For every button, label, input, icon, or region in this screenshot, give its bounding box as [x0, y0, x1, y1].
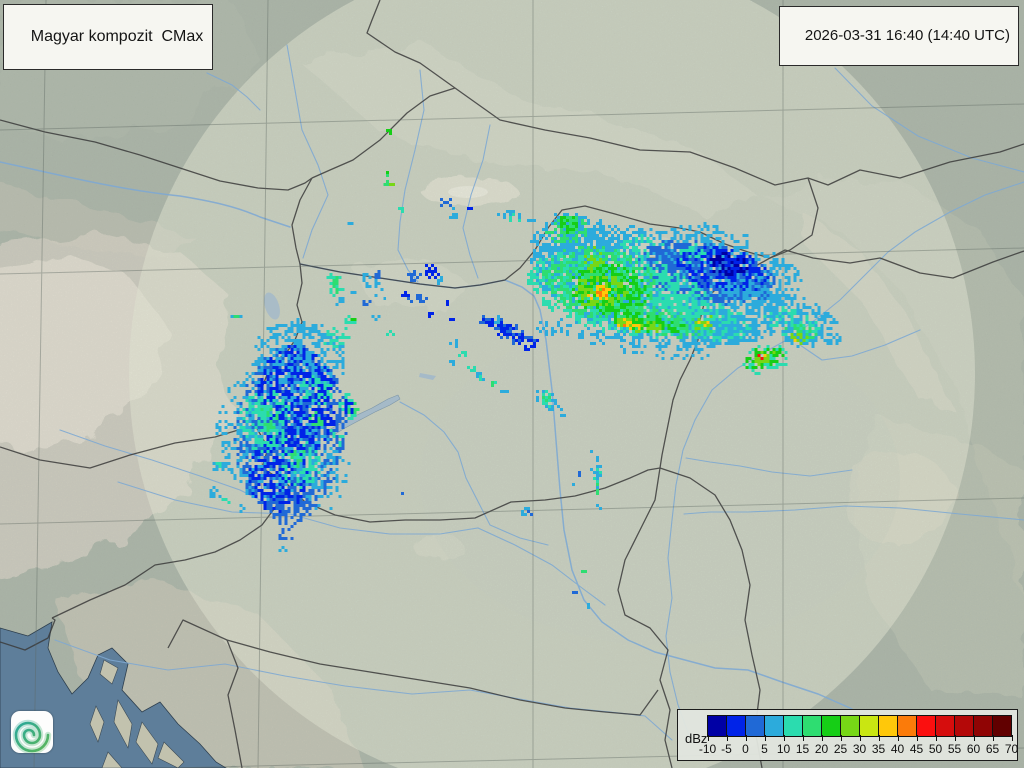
legend-color-cell — [860, 715, 879, 737]
legend-color-cell — [803, 715, 822, 737]
legend-color-cell — [955, 715, 974, 737]
legend-tick-label: 30 — [852, 742, 867, 756]
legend-tick-label: 15 — [795, 742, 810, 756]
timestamp-text: 2026-03-31 16:40 (14:40 UTC) — [804, 27, 1010, 44]
product-title-box: Magyar kompozit CMax — [3, 4, 214, 70]
hungaromet-logo — [11, 711, 53, 755]
legend-tick — [973, 735, 975, 741]
legend-color-cell — [917, 715, 936, 737]
legend-tick-label: 35 — [871, 742, 886, 756]
legend-tick — [707, 735, 709, 741]
legend-color-cell — [974, 715, 993, 737]
legend-color-cell — [822, 715, 841, 737]
legend-tick — [1011, 735, 1013, 741]
legend-tick-label: 45 — [909, 742, 924, 756]
legend-tick-label: 25 — [833, 742, 848, 756]
legend-color-cell — [746, 715, 765, 737]
legend-tick — [859, 735, 861, 741]
legend-tick-label: 55 — [947, 742, 962, 756]
legend-color-cell — [765, 715, 784, 737]
legend-color-cell — [841, 715, 860, 737]
legend-tick — [954, 735, 956, 741]
legend-tick-label: 70 — [1004, 742, 1019, 756]
legend-color-cell — [707, 715, 727, 737]
legend-tick-label: 20 — [814, 742, 829, 756]
product-title: Magyar kompozit CMax — [30, 28, 204, 46]
legend-tick — [916, 735, 918, 741]
legend-tick — [802, 735, 804, 741]
dbz-legend: dBz -10 -5 0 5 10 15 20 25 30 35 40 45 50 55 60 65 70 — [677, 709, 1018, 761]
legend-tick-label: -5 — [721, 742, 732, 756]
legend-tick — [745, 735, 747, 741]
legend-color-cell — [784, 715, 803, 737]
legend-color-cells — [707, 715, 1012, 737]
legend-color-cell — [898, 715, 917, 737]
legend-color-cell — [879, 715, 898, 737]
legend-tick-label: 0 — [742, 742, 749, 756]
legend-tick — [821, 735, 823, 741]
legend-tick — [840, 735, 842, 741]
legend-tick — [878, 735, 880, 741]
legend-tick — [783, 735, 785, 741]
legend-tick-label: 65 — [985, 742, 1000, 756]
legend-tick-label: 60 — [966, 742, 981, 756]
legend-color-cell — [993, 715, 1012, 737]
legend-tick — [764, 735, 766, 741]
legend-tick-label: 50 — [928, 742, 943, 756]
dbz-colorbar: -10 -5 0 5 10 15 20 25 30 35 40 45 50 55 60 65 70 — [699, 715, 1019, 759]
legend-color-cell — [727, 715, 746, 737]
legend-tick — [897, 735, 899, 741]
legend-color-cell — [936, 715, 955, 737]
legend-tick-label: 10 — [776, 742, 791, 756]
legend-tick — [726, 735, 728, 741]
spiral-logo-icon — [12, 719, 52, 755]
legend-tick-label: 40 — [890, 742, 905, 756]
legend-tick — [992, 735, 994, 741]
legend-tick-label: -10 — [698, 742, 717, 756]
legend-tick — [935, 735, 937, 741]
dbz-unit-label: dBz — [685, 731, 708, 746]
legend-tick-label: 5 — [761, 742, 768, 756]
timestamp-box: 2026-03-31 16:40 (14:40 UTC) — [779, 6, 1019, 66]
